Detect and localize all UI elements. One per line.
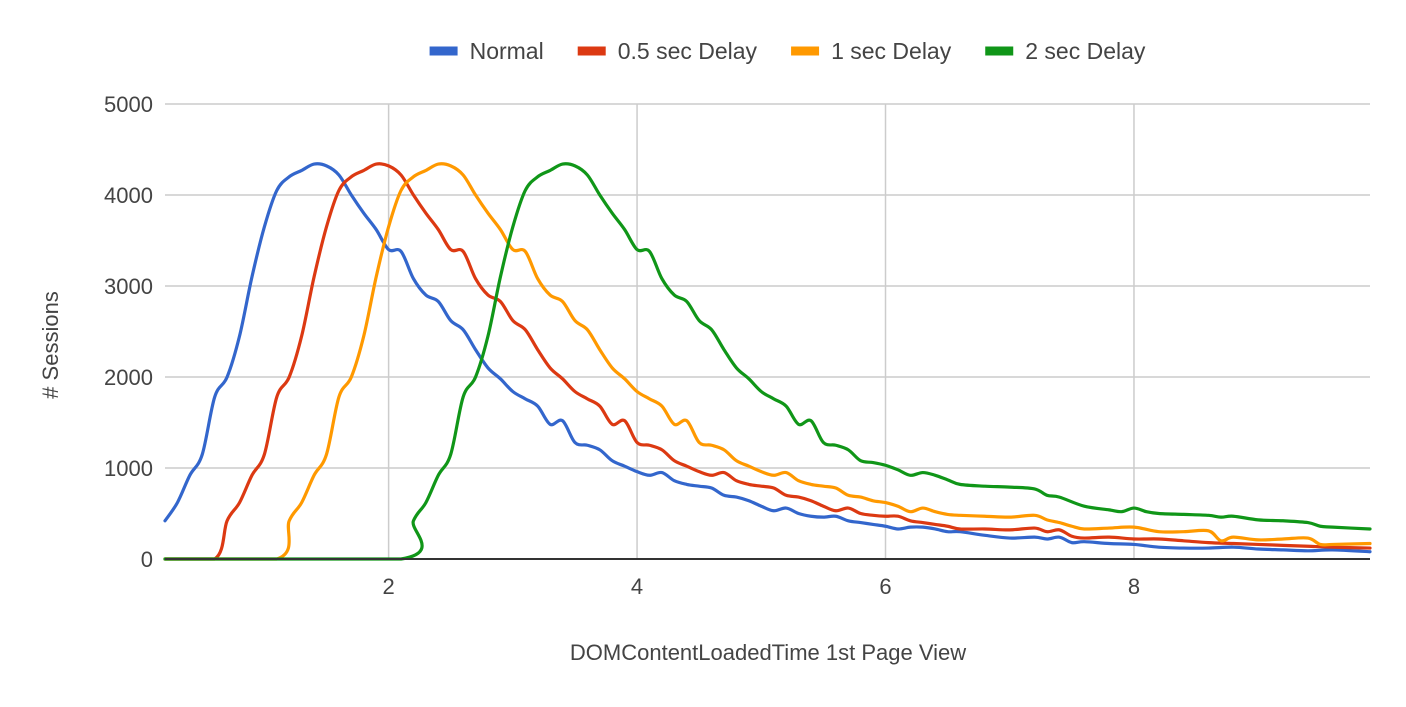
series-line-2-sec-delay xyxy=(163,162,1372,561)
y-axis-title: # Sessions xyxy=(38,291,63,399)
x-tick-label: 4 xyxy=(631,574,643,599)
legend-label-1-sec-delay: 1 sec Delay xyxy=(831,38,952,64)
legend-swatch-1-sec-delay xyxy=(791,46,820,56)
y-tick-label: 5000 xyxy=(104,92,153,117)
legend-swatch-normal xyxy=(429,46,458,56)
series-line-1-sec-delay xyxy=(163,162,1372,561)
series-lines xyxy=(163,162,1372,561)
x-tick-label: 8 xyxy=(1128,574,1140,599)
gridlines xyxy=(165,103,1370,559)
legend: Normal 0.5 sec Delay 1 sec Delay 2 sec Dela… xyxy=(429,38,1146,64)
series-line-0-5-sec-delay xyxy=(163,162,1372,561)
legend-swatch-0-5-sec-delay xyxy=(577,46,606,56)
legend-swatch-2-sec-delay xyxy=(985,46,1014,56)
x-axis-title: DOMContentLoadedTime 1st Page View xyxy=(570,640,966,665)
y-tick-label: 1000 xyxy=(104,456,153,481)
axes: 0 1000 2000 3000 4000 5000 2 4 6 8 xyxy=(104,92,1370,599)
series-line-normal xyxy=(163,162,1372,554)
x-tick-label: 6 xyxy=(879,574,891,599)
y-tick-label: 0 xyxy=(141,547,153,572)
y-tick-label: 4000 xyxy=(104,183,153,208)
legend-label-2-sec-delay: 2 sec Delay xyxy=(1025,38,1146,64)
y-tick-label: 3000 xyxy=(104,274,153,299)
legend-label-0-5-sec-delay: 0.5 sec Delay xyxy=(618,38,758,64)
legend-label-normal: Normal xyxy=(470,38,544,64)
y-tick-label: 2000 xyxy=(104,365,153,390)
x-tick-label: 2 xyxy=(382,574,394,599)
